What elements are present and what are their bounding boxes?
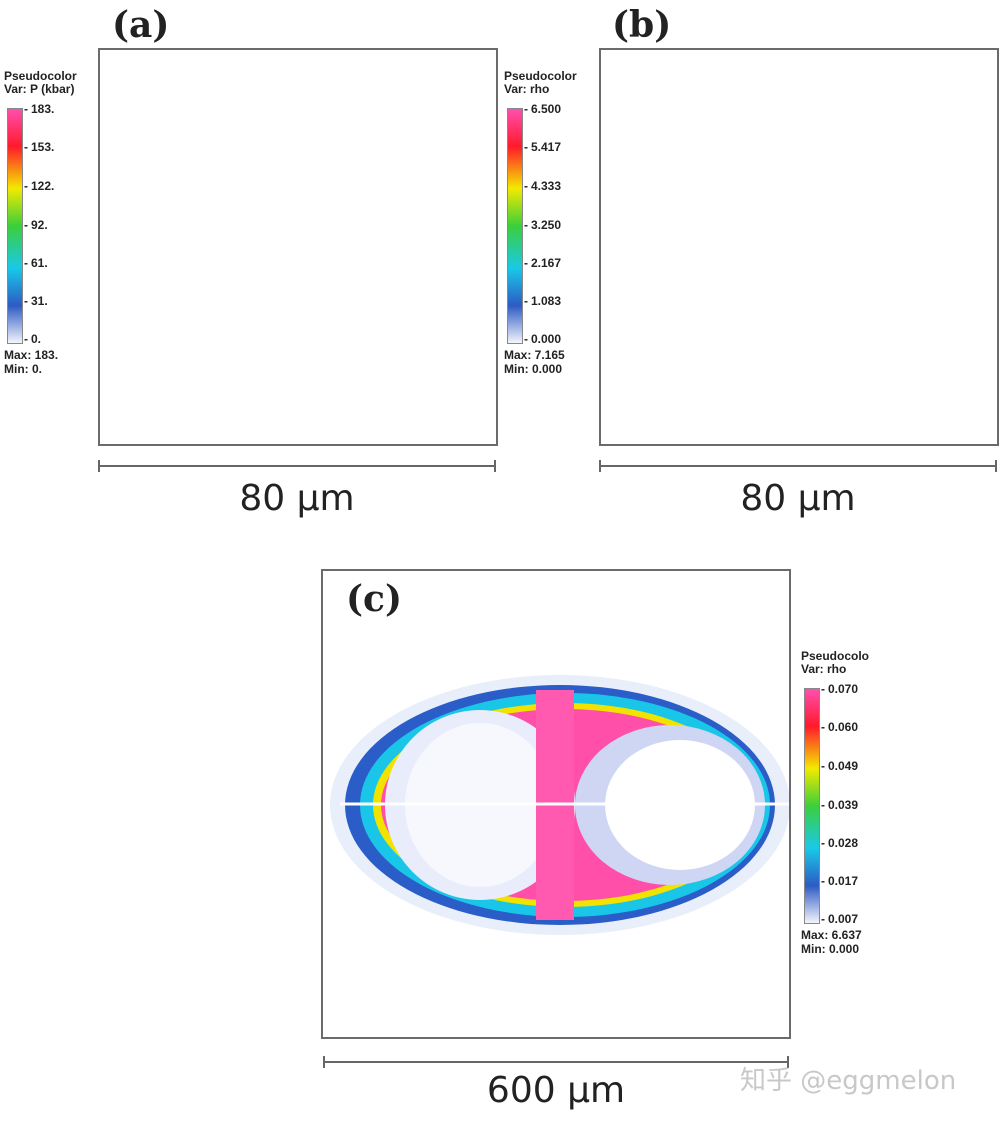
panel-a-scalebar xyxy=(98,460,496,472)
legend-max: Max: 7.165 xyxy=(504,348,565,362)
legend-tick: 0.028 xyxy=(821,836,858,850)
legend-max: Max: 183. xyxy=(4,348,59,362)
legend-tick: 5.417 xyxy=(524,140,561,154)
legend-tick: 122. xyxy=(24,179,54,193)
panel-c-label: (c) xyxy=(346,578,402,620)
legend-tick: 0.007 xyxy=(821,912,858,926)
legend-min: Min: 0.000 xyxy=(504,362,563,376)
panel-b-scalebar xyxy=(599,460,997,472)
legend-tick: 0. xyxy=(24,332,41,346)
colorbar xyxy=(7,108,23,344)
panel-b-label: (b) xyxy=(612,4,672,46)
legend-tick: 61. xyxy=(24,256,48,270)
panel-a-frame xyxy=(98,48,498,446)
panel-a-legend: Pseudocolor Var: P (kbar) 183. 153. 122.… xyxy=(4,70,96,390)
legend-tick: 2.167 xyxy=(524,256,561,270)
legend-title: Pseudocolor xyxy=(504,69,577,83)
panel-c-frame xyxy=(321,569,791,1039)
legend-min: Min: 0.000 xyxy=(801,942,860,956)
legend-tick: 31. xyxy=(24,294,48,308)
legend-min: Min: 0. xyxy=(4,362,42,376)
panel-c-legend: Pseudocolo Var: rho 0.070 0.060 0.049 0.… xyxy=(801,650,897,970)
legend-tick: 4.333 xyxy=(524,179,561,193)
panel-a-scale-label: 80 μm xyxy=(239,478,355,519)
legend-variable: Var: rho xyxy=(801,662,847,676)
watermark: 知乎 @eggmelon xyxy=(740,1066,957,1096)
panel-c-scale-label: 600 μm xyxy=(486,1070,626,1111)
panel-b-legend: Pseudocolor Var: rho 6.500 5.417 4.333 3… xyxy=(504,70,598,390)
legend-title: Pseudocolor xyxy=(4,69,77,83)
legend-tick: 0.060 xyxy=(821,720,858,734)
legend-tick: 0.039 xyxy=(821,798,858,812)
legend-tick: 153. xyxy=(24,140,54,154)
legend-tick: 0.070 xyxy=(821,682,858,696)
legend-tick: 0.000 xyxy=(524,332,561,346)
legend-tick: 1.083 xyxy=(524,294,561,308)
legend-tick: 0.049 xyxy=(821,759,858,773)
legend-tick: 92. xyxy=(24,218,48,232)
legend-variable: Var: rho xyxy=(504,82,550,96)
legend-tick: 0.017 xyxy=(821,874,858,888)
colorbar xyxy=(804,688,820,924)
colorbar xyxy=(507,108,523,344)
legend-title: Pseudocolo xyxy=(801,649,870,663)
panel-c-field xyxy=(330,675,789,935)
legend-tick: 6.500 xyxy=(524,102,561,116)
legend-tick: 3.250 xyxy=(524,218,561,232)
legend-tick: 183. xyxy=(24,102,54,116)
legend-variable: Var: P (kbar) xyxy=(4,82,75,96)
panel-c-scalebar xyxy=(323,1056,789,1068)
panel-b-scale-label: 80 μm xyxy=(740,478,856,519)
panel-b-frame xyxy=(599,48,999,446)
legend-max: Max: 6.637 xyxy=(801,928,862,942)
panel-a-label: (a) xyxy=(112,4,170,46)
